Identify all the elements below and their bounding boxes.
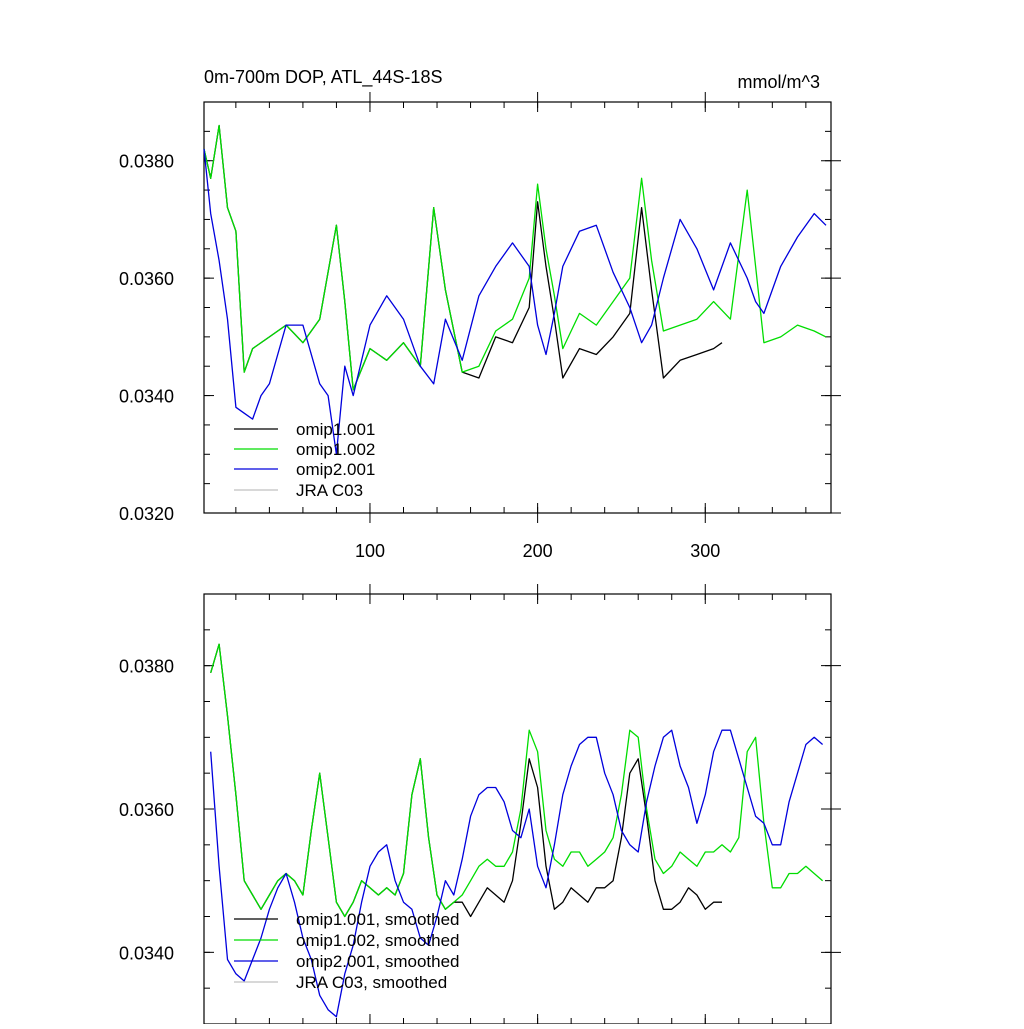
legend-label-omip1-001-smoothed: omip1.001, smoothed [296,910,460,929]
top-series-omip2-001 [203,148,827,455]
legend-label-omip1-001: omip1.001 [296,420,375,439]
top-x-tick-label: 200 [523,541,553,561]
top-y-tick-label: 0.0320 [119,504,174,524]
bottom-series-omip2-001-smoothed [210,729,824,1018]
legend-label-jra-c03-smoothed: JRA C03, smoothed [296,973,447,992]
legend-label-omip1-002-smoothed: omip1.002, smoothed [296,931,460,950]
bottom-panel: 0.0340 0.0360 0.0380 omip1.001, smoothed o… [119,584,841,1029]
top-y-tick-label: 0.0340 [119,387,174,407]
top-panel: 0m-700m DOP, ATL_44S-18S mmol/m^3 100 200… [119,67,841,561]
chart-title: 0m-700m DOP, ATL_44S-18S [204,67,442,88]
top-series-omip1-002 [203,124,827,391]
units-label: mmol/m^3 [738,72,820,92]
top-x-tick-label: 100 [355,541,385,561]
top-x-tick-label: 300 [690,541,720,561]
bottom-y-tick-label: 0.0360 [119,800,174,820]
top-legend: omip1.001 omip1.002 omip2.001 JRA C03 [234,420,375,500]
top-y-tick-label: 0.0360 [119,269,174,289]
legend-label-omip2-001-smoothed: omip2.001, smoothed [296,952,460,971]
bottom-legend: omip1.001, smoothed omip1.002, smoothed … [234,910,460,992]
bottom-y-tick-label: 0.0380 [119,657,174,677]
bottom-series-omip1-002-smoothed [210,643,824,918]
bottom-y-tick-label: 0.0340 [119,943,174,963]
legend-label-omip2-001: omip2.001 [296,460,375,479]
legend-label-jra-c03: JRA C03 [296,481,363,500]
legend-label-omip1-002: omip1.002 [296,440,375,459]
top-y-tick-label: 0.0380 [119,152,174,172]
